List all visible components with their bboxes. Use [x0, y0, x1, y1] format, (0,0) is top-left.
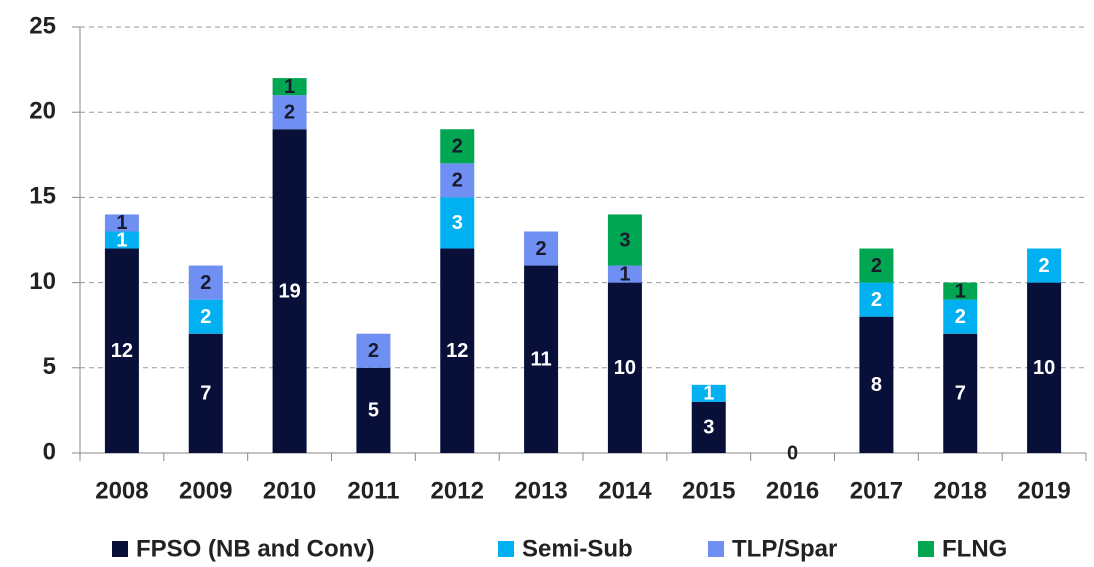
data-label: 3	[703, 417, 714, 439]
legend-swatch	[498, 541, 514, 557]
data-label: 1	[116, 212, 127, 234]
data-label: 7	[200, 383, 211, 405]
x-tick-label: 2008	[95, 477, 148, 504]
x-tick-label: 2009	[179, 477, 232, 504]
data-label: 2	[871, 289, 882, 311]
data-label: 2	[200, 272, 211, 294]
data-label: 19	[278, 280, 300, 302]
bar-segment	[272, 78, 307, 96]
data-label: 12	[111, 340, 133, 362]
data-label: 12	[446, 340, 468, 362]
bar-segment	[1027, 282, 1062, 453]
data-label: 0	[787, 442, 798, 464]
x-tick-label: 2012	[431, 477, 484, 504]
bar-segment	[440, 163, 475, 198]
bar-segment	[356, 333, 391, 368]
data-label: 2	[368, 340, 379, 362]
x-tick-label: 2011	[347, 477, 399, 504]
data-label: 3	[452, 212, 463, 234]
bar-segment	[524, 231, 559, 266]
bar-segment	[272, 129, 307, 454]
data-label: 1	[284, 76, 295, 98]
y-tick-label: 15	[29, 183, 56, 210]
bar-segment	[104, 214, 139, 232]
data-label: 1	[619, 263, 630, 285]
data-label: 2	[284, 101, 295, 123]
data-label: 1	[116, 229, 127, 251]
data-label: 3	[619, 229, 630, 251]
data-label: 2	[452, 136, 463, 158]
bar-segment	[943, 282, 978, 300]
bar-segment	[859, 316, 894, 453]
bar-segment	[188, 333, 223, 453]
x-tick-label: 2016	[766, 477, 819, 504]
bar-segment	[356, 367, 391, 453]
bar-segment	[691, 401, 726, 453]
bar-segment	[691, 384, 726, 402]
bar-segment	[104, 248, 139, 453]
legend-label: FPSO (NB and Conv)	[136, 535, 375, 562]
y-tick-label: 5	[43, 353, 56, 380]
data-label: 2	[955, 306, 966, 328]
bar-segment	[943, 333, 978, 453]
legend-label: TLP/Spar	[732, 535, 837, 562]
data-label: 2	[871, 255, 882, 277]
bar-segment	[1027, 248, 1062, 283]
data-label: 11	[531, 349, 552, 371]
bar-segment	[859, 282, 894, 317]
bar-segment	[440, 129, 475, 164]
bar-segment	[272, 95, 307, 130]
legend-swatch	[112, 541, 128, 557]
y-tick-label: 10	[29, 268, 56, 295]
y-tick-label: 25	[29, 12, 56, 39]
bar-segment	[943, 299, 978, 334]
x-tick-label: 2018	[934, 477, 987, 504]
x-tick-label: 2019	[1017, 477, 1070, 504]
y-tick-label: 20	[29, 98, 56, 125]
bar-segment	[104, 231, 139, 249]
bar-segment	[524, 265, 559, 453]
bar-segment	[607, 214, 642, 266]
bar-segment	[607, 282, 642, 453]
legend-label: FLNG	[942, 535, 1007, 562]
x-tick-label: 2010	[263, 477, 316, 504]
bar-segment	[859, 248, 894, 283]
x-tick-label: 2017	[850, 477, 903, 504]
bar-segment	[607, 265, 642, 283]
legend-swatch	[918, 541, 934, 557]
data-label: 7	[955, 383, 966, 405]
legend-swatch	[708, 541, 724, 557]
data-label: 5	[368, 400, 379, 422]
data-label: 2	[536, 238, 547, 260]
bar-segment	[440, 197, 475, 249]
bar-segment	[188, 299, 223, 334]
legend-label: Semi-Sub	[522, 535, 633, 562]
x-tick-label: 2015	[682, 477, 735, 504]
data-label: 10	[614, 357, 636, 379]
data-label: 1	[955, 280, 966, 302]
data-label: 8	[871, 374, 882, 396]
data-label: 10	[1033, 357, 1055, 379]
data-label: 2	[200, 306, 211, 328]
data-label: 2	[452, 170, 463, 192]
x-tick-label: 2014	[598, 477, 652, 504]
bar-segment	[188, 265, 223, 300]
data-label: 2	[1039, 255, 1050, 277]
y-tick-label: 0	[43, 438, 56, 465]
data-label: 1	[703, 383, 714, 405]
bar-segment	[440, 248, 475, 453]
x-tick-label: 2013	[514, 477, 567, 504]
